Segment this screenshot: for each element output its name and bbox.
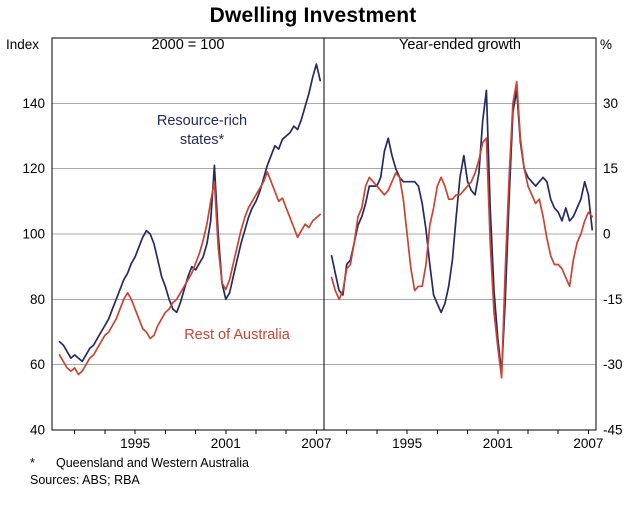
x-tick-label: 1995 [120, 436, 150, 451]
series-line-growth-panel-1 [330, 80, 594, 379]
x-tick-label: 1995 [392, 436, 422, 451]
left-panel-subtitle: 2000 = 100 [151, 37, 225, 53]
series1-label-line2: states* [179, 132, 225, 148]
series-line-index-panel-0 [58, 63, 322, 363]
x-tick-label: 2001 [483, 436, 513, 451]
series-line-growth-panel-0 [330, 89, 594, 375]
y-tick-label: 100 [22, 227, 45, 242]
y-tick-label: 140 [22, 96, 45, 111]
footnote-line: * Queensland and Western Australia [30, 456, 249, 470]
x-tick-label: 2007 [301, 436, 331, 451]
y-tick-label: 60 [30, 357, 45, 372]
x-tick-label: 2007 [573, 436, 603, 451]
y-tick-label: 40 [30, 423, 45, 438]
footnote-marker: * [30, 456, 35, 470]
x-tick-label: 2001 [211, 436, 241, 451]
sources-line: Sources: ABS; RBA [30, 473, 140, 487]
y-tick-label: 120 [22, 161, 45, 176]
y-tick-label: 80 [30, 292, 45, 307]
right-axis-unit-label: % [600, 37, 613, 52]
y-tick-label: 15 [603, 161, 618, 176]
y-tick-label: -45 [603, 423, 623, 438]
y-tick-label: 30 [603, 96, 618, 111]
series-line-index-panel-1 [58, 171, 322, 376]
series1-label: Resource-rich states* [118, 112, 286, 150]
chart-title: Dwelling Investment [209, 4, 417, 27]
series2-label: Rest of Australia [184, 327, 290, 343]
y-tick-label: -15 [603, 292, 623, 307]
y-tick-label: 0 [603, 227, 611, 242]
left-axis-unit-label: Index [6, 37, 40, 52]
right-panel-subtitle: Year-ended growth [399, 37, 521, 53]
y-tick-label: -30 [603, 357, 623, 372]
series1-label-line1: Resource-rich [156, 113, 248, 129]
footnote-text: Queensland and Western Australia [56, 456, 249, 470]
